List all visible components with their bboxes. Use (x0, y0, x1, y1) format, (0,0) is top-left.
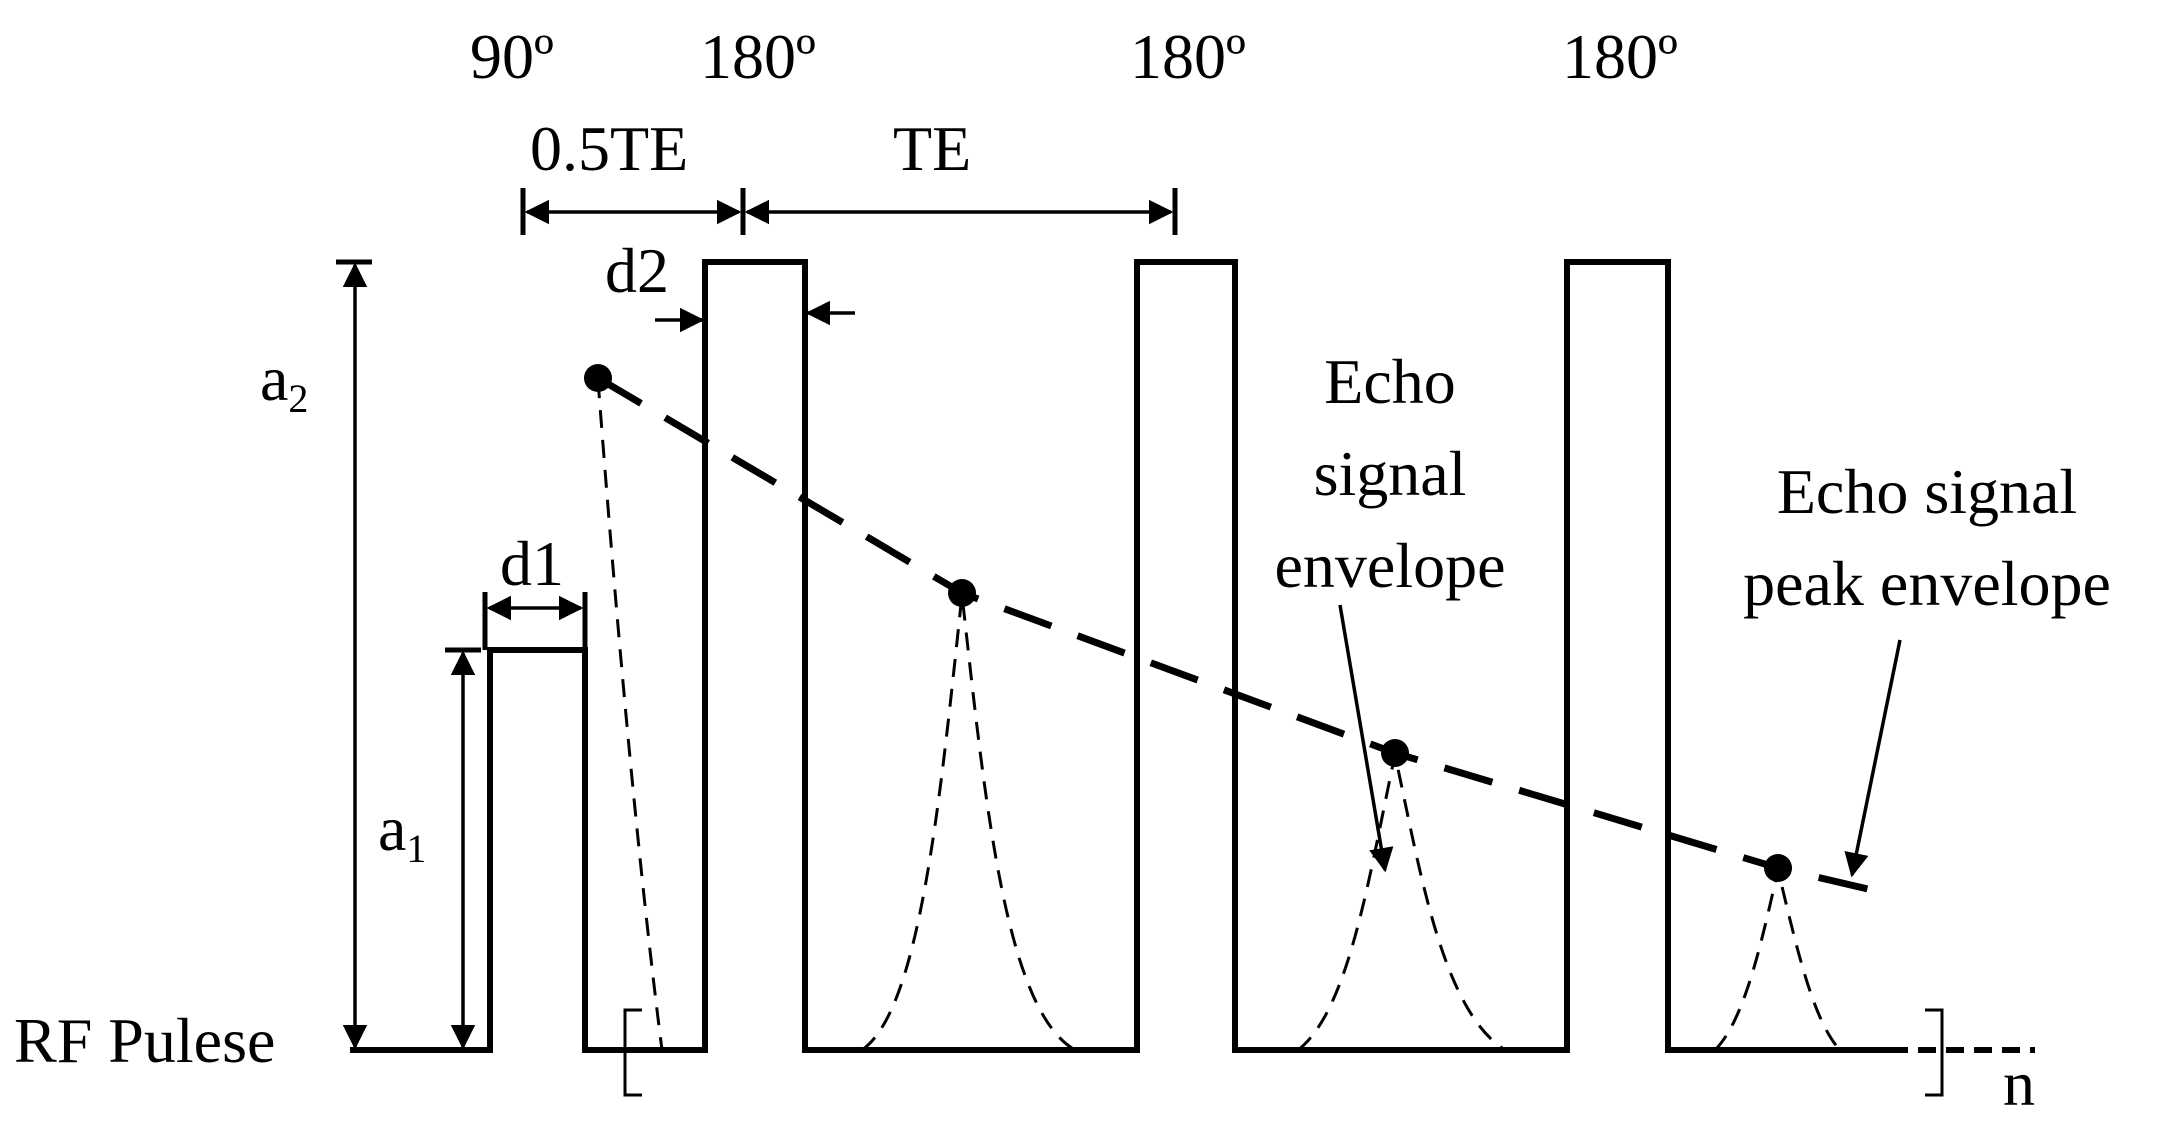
rf-pulse-train (350, 259, 1890, 1053)
peak-dot-3 (1764, 854, 1792, 882)
fid-signal (596, 379, 664, 1051)
echo-signal-2 (1297, 754, 1506, 1052)
peak-dot-0 (584, 364, 612, 392)
label-echo-signal-envelope-line2: signal (1314, 438, 1467, 509)
peak-dot-2 (1381, 739, 1409, 767)
label-180-degree-3: 180º (1562, 21, 1678, 92)
left-bracket (623, 1008, 642, 1097)
echo-signal-3 (1713, 869, 1842, 1052)
label-90-degree: 90º (470, 21, 554, 92)
label-peak-envelope-line1: Echo signal (1777, 456, 2077, 527)
label-180-degree-2: 180º (1130, 21, 1246, 92)
label-repeat-n: n (2003, 1048, 2035, 1119)
label-half-te: 0.5TE (530, 113, 688, 184)
right-bracket (1925, 1008, 1944, 1097)
peak-envelope-pointer (1844, 639, 1902, 878)
echo-peak-envelope-line (596, 374, 1886, 897)
label-a2: a2 (260, 343, 308, 421)
echo-signal-1 (861, 594, 1076, 1052)
echo-envelope-pointer (1338, 604, 1394, 873)
label-peak-envelope-line2: peak envelope (1743, 548, 2111, 619)
label-a1: a1 (378, 793, 426, 871)
label-d1: d1 (500, 528, 564, 599)
label-rf-pulse: RF Pulese (14, 1005, 275, 1076)
label-d2: d2 (605, 235, 669, 306)
peak-dot-1 (948, 579, 976, 607)
label-180-degree-1: 180º (700, 21, 816, 92)
label-te: TE (893, 113, 971, 184)
label-echo-signal-envelope-line3: envelope (1275, 530, 1506, 601)
label-echo-signal-envelope-line1: Echo (1324, 346, 1456, 417)
